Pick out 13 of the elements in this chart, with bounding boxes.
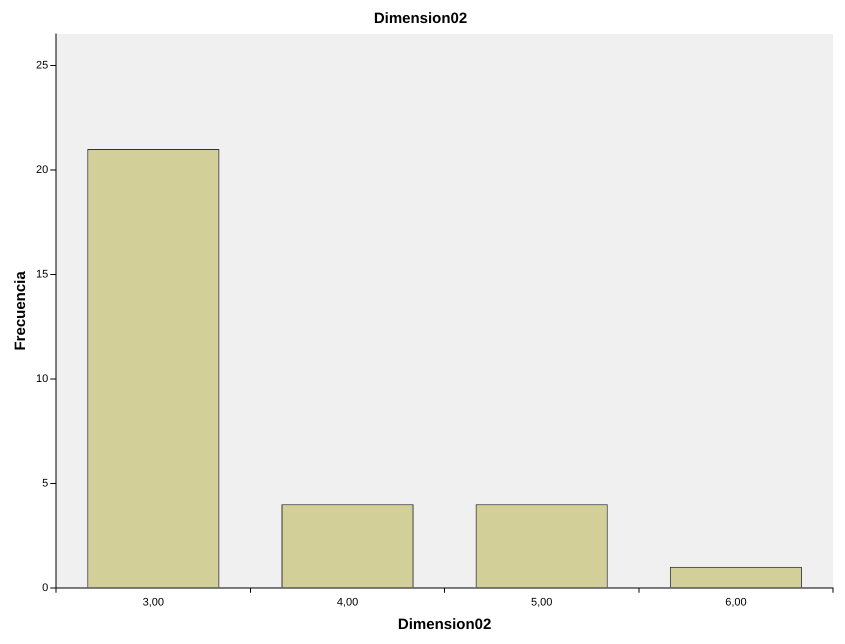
y-tick-label: 15 (36, 268, 48, 280)
y-axis-title: Frecuencia (12, 270, 30, 351)
x-axis-title: Dimension02 (398, 616, 492, 634)
y-tick-label: 20 (36, 164, 48, 176)
y-tick-label: 25 (36, 59, 48, 72)
x-tick-label: 5,00 (531, 596, 552, 608)
x-tick-label: 3,00 (142, 596, 164, 608)
y-tick-label: 0 (42, 582, 48, 594)
x-tick-label: 4,00 (336, 596, 358, 608)
y-tick-label: 10 (36, 372, 48, 385)
x-tick-label: 6,00 (725, 596, 747, 608)
y-tick-label: 5 (42, 477, 48, 490)
chart-title: Dimension02 (374, 10, 468, 28)
